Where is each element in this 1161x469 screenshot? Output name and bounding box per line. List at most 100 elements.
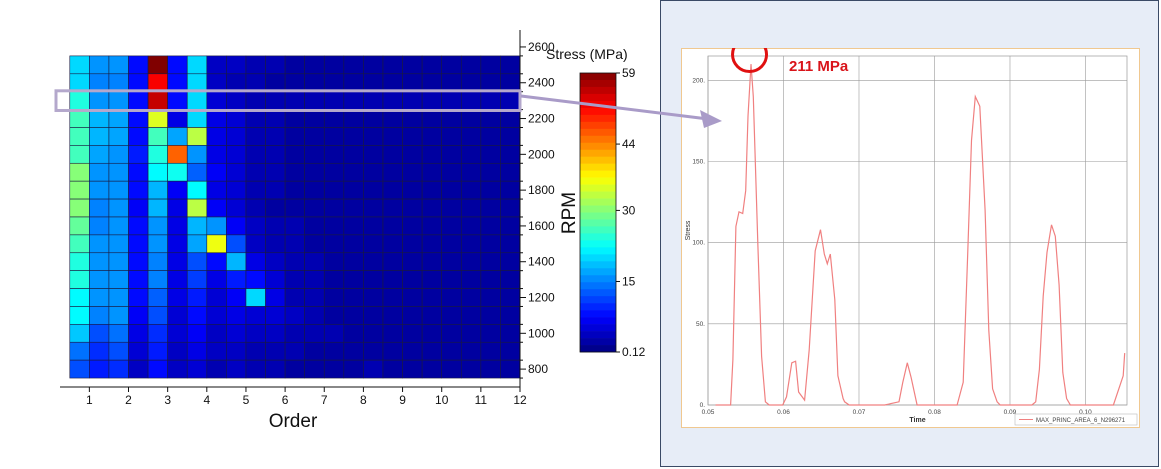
heatmap-cell xyxy=(128,306,149,325)
heatmap-cell xyxy=(245,73,266,92)
heatmap-cell xyxy=(323,145,345,164)
heatmap-cell xyxy=(480,73,501,92)
heatmap-cell xyxy=(206,234,227,254)
heatmap-cell xyxy=(363,180,384,200)
plot-y-tick-label: 200. xyxy=(692,77,705,84)
heatmap-cell xyxy=(265,198,286,218)
heatmap-cell xyxy=(226,162,247,182)
heatmap-x-axis-label: Order xyxy=(269,411,318,432)
heatmap-cell xyxy=(89,252,110,271)
heatmap-cell xyxy=(460,216,482,236)
colorbar-swatch xyxy=(580,219,616,227)
heatmap-y-tick-label: 1400 xyxy=(528,255,555,269)
heatmap-cell xyxy=(402,359,423,379)
heatmap-cell xyxy=(382,145,403,164)
heatmap-cell xyxy=(402,324,423,343)
heatmap-x-tick-label: 3 xyxy=(164,393,171,407)
heatmap-cell xyxy=(441,234,462,254)
heatmap-cell xyxy=(460,91,482,110)
heatmap-cell xyxy=(402,127,423,146)
plot-axes: 0.05 0.06 0.07 0.08 0.09 0.10 0. 50. 100. 150. 200… xyxy=(692,77,1092,416)
colorbar-swatch xyxy=(580,100,616,109)
heatmap-cell xyxy=(128,162,149,182)
heatmap-cell xyxy=(441,306,462,325)
heatmap-cell xyxy=(265,73,286,92)
heatmap-cell xyxy=(382,127,403,146)
heatmap-cell xyxy=(245,55,266,75)
heatmap-cell xyxy=(108,306,129,325)
heatmap-cell xyxy=(382,109,403,128)
heatmap-cell xyxy=(186,252,208,271)
colorbar-swatch xyxy=(580,268,616,276)
heatmap-cell xyxy=(284,127,305,146)
heatmap-cell xyxy=(460,73,482,92)
heatmap-cell xyxy=(69,216,90,236)
heatmap-cell xyxy=(245,341,266,361)
heatmap-x-tick-label: 11 xyxy=(475,393,488,407)
heatmap-cell xyxy=(284,252,305,271)
heatmap-cell xyxy=(186,180,208,200)
heatmap-cell xyxy=(284,145,305,164)
heatmap-cell xyxy=(206,127,227,146)
colorbar-swatch xyxy=(580,149,616,157)
heatmap-cell xyxy=(323,359,345,379)
heatmap-cell xyxy=(245,91,266,110)
heatmap-cell xyxy=(108,341,129,361)
heatmap-cell xyxy=(206,288,227,307)
heatmap-cell xyxy=(128,73,149,92)
heatmap-cell xyxy=(128,91,149,110)
heatmap-cell xyxy=(108,359,129,379)
heatmap-cell xyxy=(89,324,110,343)
heatmap-cell xyxy=(108,73,129,92)
heatmap-cell xyxy=(323,288,345,307)
heatmap-cell xyxy=(402,270,423,289)
heatmap-cell xyxy=(128,127,149,146)
heatmap-cell xyxy=(167,252,188,271)
heatmap-cell xyxy=(226,127,247,146)
heatmap-cell xyxy=(460,359,482,379)
heatmap-cell xyxy=(147,91,168,110)
heatmap-cell xyxy=(265,270,286,289)
heatmap-cell xyxy=(284,234,305,254)
heatmap-cell xyxy=(186,198,208,218)
stress-time-plot: 0.05 0.06 0.07 0.08 0.09 0.10 0. 50. 100. 150. 200… xyxy=(681,48,1140,428)
heatmap-cell xyxy=(206,252,227,271)
heatmap-cell xyxy=(382,73,403,92)
heatmap-cell xyxy=(402,55,423,75)
heatmap-cell xyxy=(89,109,110,128)
colorbar-swatch xyxy=(580,317,616,325)
heatmap-cell xyxy=(460,270,482,289)
heatmap-cell xyxy=(480,180,501,200)
heatmap-cell xyxy=(480,288,501,307)
heatmap-cell xyxy=(500,91,521,110)
heatmap-cell xyxy=(421,73,443,92)
heatmap-cell xyxy=(167,306,188,325)
heatmap-cell xyxy=(343,180,364,200)
heatmap-cell xyxy=(147,341,168,361)
colorbar-swatch xyxy=(580,121,616,130)
heatmap-cell xyxy=(284,198,305,218)
heatmap-cell xyxy=(245,288,266,307)
heatmap-cell xyxy=(343,127,364,146)
heatmap-cell xyxy=(265,145,286,164)
heatmap-cell xyxy=(186,234,208,254)
heatmap-cell xyxy=(245,216,266,236)
heatmap-cell xyxy=(69,127,90,146)
heatmap-cell xyxy=(323,252,345,271)
heatmap-x-tick-label: 9 xyxy=(399,393,406,407)
heatmap-cell xyxy=(441,73,462,92)
heatmap-cell xyxy=(500,127,521,146)
heatmap-cell xyxy=(382,91,403,110)
heatmap-cell xyxy=(284,288,305,307)
heatmap-cell xyxy=(89,359,110,379)
heatmap-cell xyxy=(245,162,266,182)
heatmap-x-tick-label: 10 xyxy=(435,393,449,407)
heatmap-cell xyxy=(323,162,345,182)
plot-legend: MAX_PRINC_AREA_6_N296271 xyxy=(1014,413,1138,426)
heatmap-cell xyxy=(206,162,227,182)
heatmap-cell xyxy=(480,162,501,182)
heatmap-cell xyxy=(421,270,443,289)
heatmap-cell xyxy=(186,288,208,307)
heatmap-cell xyxy=(265,288,286,307)
heatmap-cell xyxy=(480,341,501,361)
